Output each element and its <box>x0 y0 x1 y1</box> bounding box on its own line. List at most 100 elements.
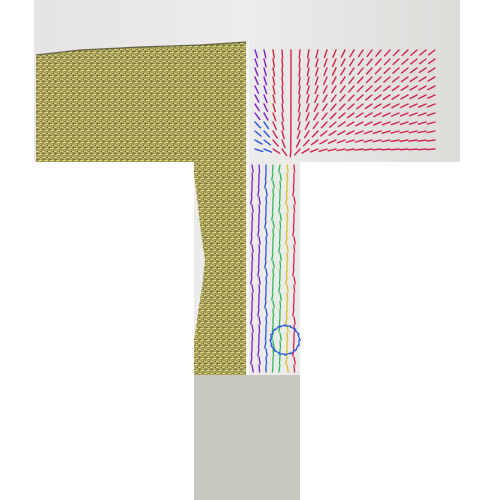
velocity-field-view <box>250 49 436 373</box>
velocity-arrow <box>327 148 337 152</box>
velocity-arrow <box>258 196 261 205</box>
velocity-arrow <box>401 58 409 65</box>
velocity-arrow <box>408 139 418 142</box>
velocity-arrow <box>257 348 260 357</box>
velocity-arrow <box>254 67 259 77</box>
velocity-arrow <box>365 76 373 84</box>
velocity-arrow <box>254 148 264 153</box>
velocity-arrow <box>293 164 296 173</box>
velocity-arrow <box>304 121 310 130</box>
velocity-arrow <box>289 148 292 158</box>
velocity-arrow <box>292 260 295 269</box>
velocity-arrow <box>302 139 310 147</box>
velocity-arrow <box>254 49 259 59</box>
velocity-arrow <box>365 94 373 101</box>
view-divider <box>246 42 249 375</box>
velocity-arrow <box>337 121 346 128</box>
velocity-arrow <box>331 76 337 85</box>
velocity-arrow <box>258 236 261 245</box>
velocity-arrow <box>373 103 382 109</box>
velocity-arrow <box>265 196 268 205</box>
velocity-arrow <box>265 188 268 197</box>
velocity-arrow <box>392 49 400 57</box>
velocity-arrow <box>320 130 328 137</box>
velocity-arrow <box>306 67 310 77</box>
velocity-arrow <box>250 276 253 285</box>
velocity-arrow <box>265 316 268 325</box>
velocity-arrow <box>298 76 301 86</box>
velocity-arrow <box>254 112 261 121</box>
velocity-arrow <box>374 85 382 92</box>
velocity-arrow <box>263 139 272 146</box>
velocity-arrow <box>305 103 310 113</box>
velocity-arrow <box>279 212 282 221</box>
velocity-arrow <box>257 188 260 197</box>
velocity-arrow <box>279 220 282 229</box>
velocity-arrow <box>382 94 391 101</box>
velocity-arrow <box>338 112 346 119</box>
velocity-arrow <box>263 58 267 68</box>
velocity-arrow <box>272 148 281 155</box>
velocity-arrow <box>279 340 282 349</box>
velocity-arrow <box>339 76 346 85</box>
velocity-arrow <box>258 204 261 213</box>
velocity-arrow <box>254 58 259 68</box>
velocity-arrow <box>285 188 288 197</box>
velocity-arrow <box>281 85 284 95</box>
velocity-arrow <box>383 49 391 57</box>
velocity-arrow <box>354 139 364 143</box>
velocity-arrow <box>271 252 274 261</box>
velocity-arrow <box>345 148 355 152</box>
velocity-arrow <box>427 85 436 91</box>
velocity-arrow <box>272 121 277 131</box>
velocity-arrow <box>410 49 418 56</box>
velocity-arrow <box>272 300 275 309</box>
velocity-arrow <box>322 94 328 103</box>
velocity-arrow <box>400 67 409 74</box>
velocity-arrow <box>250 308 253 317</box>
velocity-arrow <box>251 164 254 173</box>
velocity-arrow <box>286 212 289 221</box>
velocity-arrow <box>340 49 346 58</box>
velocity-arrow <box>417 130 427 134</box>
velocity-arrow <box>281 49 284 59</box>
velocity-arrow <box>278 276 281 285</box>
velocity-arrow <box>257 268 260 277</box>
velocity-arrow <box>286 292 289 301</box>
velocity-arrow <box>258 364 261 373</box>
velocity-arrow <box>265 348 268 357</box>
velocity-arrow <box>313 112 319 121</box>
velocity-arrow <box>281 76 284 86</box>
velocity-arrow <box>418 58 427 65</box>
velocity-arrow <box>251 204 254 213</box>
velocity-arrow <box>258 244 261 253</box>
velocity-arrow <box>251 212 254 221</box>
velocity-arrow <box>327 139 337 144</box>
velocity-arrow <box>409 85 418 91</box>
velocity-arrow <box>356 85 364 93</box>
velocity-arrow <box>293 244 296 253</box>
velocity-arrow <box>417 148 427 151</box>
velocity-arrow <box>339 85 346 94</box>
velocity-arrow <box>313 103 319 112</box>
particle-view <box>35 41 247 375</box>
velocity-arrow <box>417 103 427 108</box>
velocity-arrow <box>339 94 346 102</box>
velocity-arrow <box>331 85 337 94</box>
velocity-arrow <box>427 49 436 56</box>
velocity-arrow <box>408 112 418 117</box>
velocity-arrow <box>257 300 260 309</box>
velocity-arrow <box>250 196 253 205</box>
velocity-arrow <box>292 300 295 309</box>
velocity-arrow <box>271 364 274 373</box>
velocity-arrow <box>254 94 260 103</box>
velocity-arrow <box>409 67 418 74</box>
velocity-arrow <box>281 67 284 77</box>
velocity-arrow <box>264 172 267 181</box>
velocity-arrow <box>272 94 276 104</box>
velocity-arrow <box>336 148 346 152</box>
velocity-arrow <box>306 94 310 104</box>
velocity-arrow <box>271 292 274 301</box>
velocity-arrow <box>271 204 274 213</box>
